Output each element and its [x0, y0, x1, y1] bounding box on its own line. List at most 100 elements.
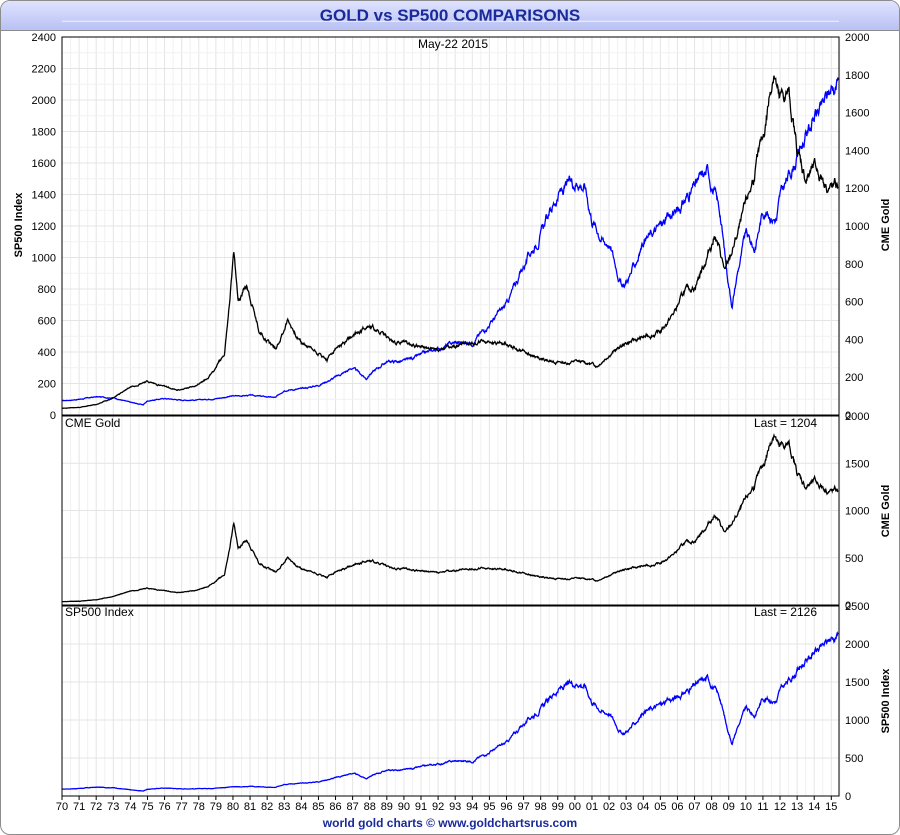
- x-tick-label: 06: [671, 801, 683, 813]
- gold-line-panel: [62, 433, 839, 603]
- panel-sp500-ylabel: SP500 Index: [880, 668, 892, 734]
- x-tick-label: 08: [706, 801, 718, 813]
- x-tick-label: 75: [141, 801, 153, 813]
- y-tick-label-right: 1500: [845, 677, 869, 689]
- y-axis-label-left: SP500 Index: [13, 192, 25, 258]
- chart-subtitle: May-22 2015: [418, 37, 488, 51]
- x-tick-label: 03: [620, 801, 632, 813]
- y-tick-label-right: 1000: [845, 715, 869, 727]
- x-tick-label: 91: [415, 801, 427, 813]
- y-tick-label-left: 800: [38, 284, 56, 296]
- x-tick-label: 72: [90, 801, 102, 813]
- x-tick-label: 10: [740, 801, 752, 813]
- panel-sp500-label: SP500 Index: [65, 605, 134, 619]
- y-tick-label-right: 1000: [845, 506, 869, 518]
- y-tick-label-right: 2500: [845, 601, 869, 613]
- y-tick-label-left: 600: [38, 316, 56, 328]
- x-tick-label: 83: [278, 801, 290, 813]
- x-tick-label: 05: [654, 801, 666, 813]
- y-tick-label-right: 1000: [845, 221, 869, 233]
- x-tick-label: 09: [723, 801, 735, 813]
- y-tick-label-right: 800: [845, 259, 863, 271]
- y-tick-label-right: 600: [845, 297, 863, 309]
- chart-title: GOLD vs SP500 COMPARISONS: [319, 6, 581, 25]
- x-tick-label: 96: [500, 801, 512, 813]
- y-tick-label-right: 500: [845, 753, 863, 765]
- y-axis-label-right: CME Gold: [880, 199, 892, 252]
- y-tick-label-right: 1500: [845, 458, 869, 470]
- y-tick-label-right: 0: [845, 791, 851, 803]
- x-tick-label: 13: [791, 801, 803, 813]
- y-tick-label-left: 1800: [32, 127, 56, 139]
- x-tick-label: 73: [107, 801, 119, 813]
- y-tick-label-left: 2000: [32, 95, 56, 107]
- x-tick-label: 95: [483, 801, 495, 813]
- x-tick-label: 97: [517, 801, 529, 813]
- y-tick-label-left: 400: [38, 347, 56, 359]
- title-bar: GOLD vs SP500 COMPARISONS: [1, 1, 899, 31]
- y-tick-label-left: 1600: [32, 158, 56, 170]
- x-tick-label: 04: [637, 801, 649, 813]
- x-tick-label: 89: [381, 801, 393, 813]
- series-lines: [61, 75, 839, 792]
- y-tick-label-right: 2000: [845, 639, 869, 651]
- y-tick-label-left: 1400: [32, 190, 56, 202]
- panel-gold-label: CME Gold: [65, 416, 120, 430]
- x-tick-label: 81: [244, 801, 256, 813]
- y-tick-label-right: 0: [845, 600, 851, 612]
- x-tick-label: 07: [688, 801, 700, 813]
- sp500-line-panel: [61, 630, 839, 792]
- y-tick-label-left: 1200: [32, 221, 56, 233]
- x-tick-label: 84: [295, 801, 307, 813]
- y-tick-label-right: 1800: [845, 70, 869, 82]
- panel-frame: [61, 36, 840, 416]
- footer-credit: world gold charts © www.goldchartsrus.co…: [322, 816, 578, 830]
- x-tick-label: 71: [73, 801, 85, 813]
- x-tick-label: 01: [586, 801, 598, 813]
- x-tick-label: 94: [466, 801, 478, 813]
- panel-gold-ylabel: CME Gold: [880, 485, 892, 538]
- x-tick-label: 11: [757, 801, 768, 813]
- y-tick-label-right: 400: [845, 334, 863, 346]
- x-tick-label: 77: [176, 801, 188, 813]
- y-tick-label-right: 0: [845, 410, 851, 422]
- panel-gold-last: Last = 1204: [754, 416, 817, 430]
- sp500-line-top: [61, 77, 839, 406]
- x-tick-label: 00: [569, 801, 581, 813]
- y-tick-label-right: 200: [845, 372, 863, 384]
- x-tick-label: 86: [329, 801, 341, 813]
- panel-frame: [61, 415, 840, 606]
- grid-lines: [61, 20, 841, 797]
- x-tick-label: 98: [535, 801, 547, 813]
- x-tick-label: 14: [808, 801, 820, 813]
- y-tick-label-right: 1400: [845, 145, 869, 157]
- x-tick-label: 76: [158, 801, 170, 813]
- panel-sp500-last: Last = 2126: [754, 605, 817, 619]
- y-tick-label-right: 2000: [845, 411, 869, 423]
- x-tick-label: 90: [398, 801, 410, 813]
- y-tick-label-right: 500: [845, 553, 863, 565]
- panel-frames: [61, 36, 840, 800]
- x-tick-label: 87: [347, 801, 359, 813]
- y-tick-label-left: 200: [38, 379, 56, 391]
- x-tick-label: 88: [364, 801, 376, 813]
- y-tick-label-left: 2200: [32, 64, 56, 76]
- axis-labels: May-22 2015 SP500 Index CME Gold CME Gol…: [13, 37, 892, 733]
- y-tick-label-right: 2000: [845, 32, 869, 44]
- x-tick-label: 93: [449, 801, 461, 813]
- x-tick-label: 70: [56, 801, 68, 813]
- x-tick-label: 78: [193, 801, 205, 813]
- x-tick-label: 02: [603, 801, 615, 813]
- panel-frame: [61, 605, 840, 797]
- x-tick-label: 92: [432, 801, 444, 813]
- x-tick-label: 82: [261, 801, 273, 813]
- x-tick-label: 99: [552, 801, 564, 813]
- y-tick-label-right: 1200: [845, 183, 869, 195]
- x-tick-label: 85: [312, 801, 324, 813]
- x-tick-label: 74: [124, 801, 136, 813]
- gold-line-top: [61, 75, 839, 410]
- x-tick-label: 12: [774, 801, 786, 813]
- y-tick-label-right: 1600: [845, 108, 869, 120]
- y-tick-label-left: 1000: [32, 253, 56, 265]
